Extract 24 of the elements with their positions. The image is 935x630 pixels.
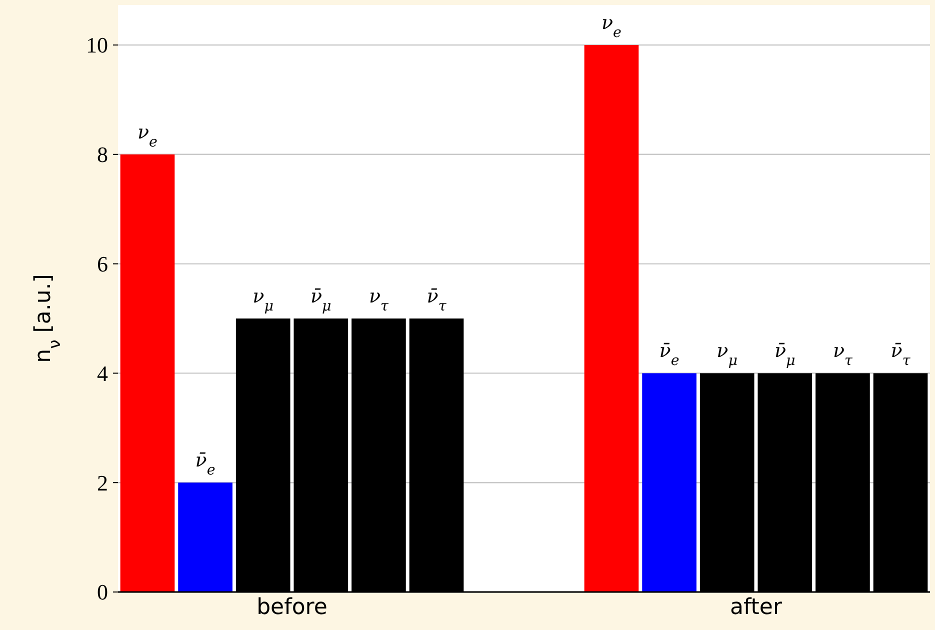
text: ν̄$_{e}$	[659, 340, 680, 370]
y-tick-label: 8	[97, 142, 108, 168]
series-label: ν̄$_{τ}$	[426, 286, 448, 314]
y-tick-label: 2	[97, 470, 108, 496]
y-tick-label: 10	[86, 32, 108, 58]
series-label: ν$_{τ}$	[368, 286, 390, 314]
text: ν̄$_{μ}$	[774, 340, 796, 370]
bar	[120, 154, 175, 592]
bar	[584, 45, 639, 592]
series-label: ν̄$_{e}$	[195, 450, 216, 479]
series-label: ν̄$_{μ}$	[310, 286, 332, 314]
y-tick-label: 0	[97, 580, 108, 605]
text: ν̄$_{τ}$	[890, 340, 910, 370]
x-tick-label: after	[730, 595, 783, 620]
text: ν$_{e}$	[601, 12, 622, 41]
y-tick-label: 4	[97, 360, 108, 386]
series-label: ν$_{μ}$	[252, 286, 274, 314]
text: ν$_{μ}$	[716, 340, 738, 370]
text: ν$_{τ}$	[832, 340, 852, 370]
bar	[178, 482, 232, 592]
bar	[642, 373, 696, 592]
x-tick-label: before	[256, 595, 328, 620]
series-label: ν$_{e}$	[137, 121, 158, 150]
y-tick-label: 6	[97, 252, 108, 276]
